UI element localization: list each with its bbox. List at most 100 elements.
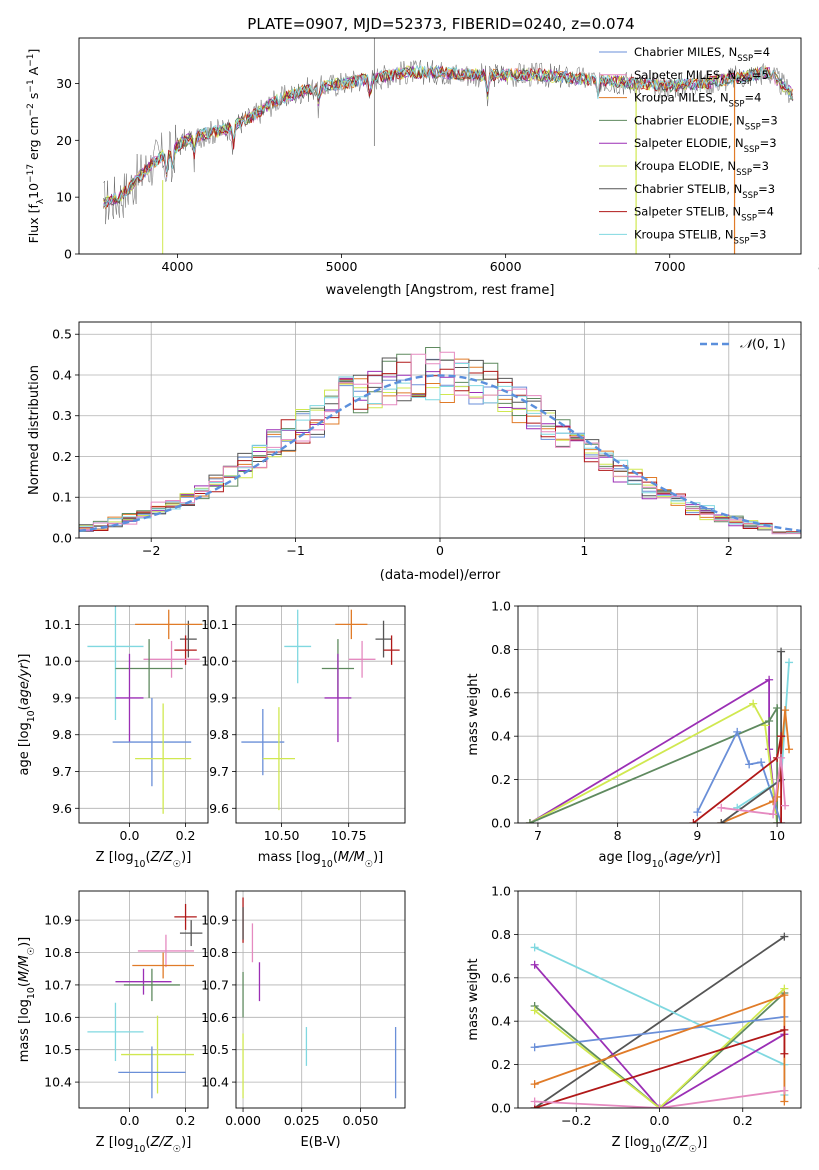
y-tick-label: 9.8 (52, 727, 72, 742)
x-axis-label: age [log10(age/yr)] (598, 850, 720, 870)
y-axis-label: Flux [fλ10−17 erg cm−2 s−1 A−1] (26, 49, 46, 244)
y-tick-label: 20 (56, 133, 72, 148)
x-tick-label: 5000 (326, 259, 358, 274)
mass-weight-point-marker (530, 1097, 539, 1106)
y-tick-label: 10.9 (201, 913, 229, 928)
x-tick-label: −1 (286, 543, 304, 558)
residual-histogram-series (79, 351, 801, 538)
y-tick-label: 10.8 (201, 945, 229, 960)
x-tick-label: 1 (580, 543, 588, 558)
mass-weight-series-line (534, 1089, 785, 1108)
x-axis-label: Z [log10(Z/Z☉)] (612, 1135, 708, 1155)
y-tick-label: 10.8 (44, 945, 72, 960)
mass-weight-series-line (692, 736, 782, 823)
legend-label: Kroupa STELIB, NSSP=3 (634, 227, 766, 246)
mass-weight-point-marker (530, 1006, 539, 1015)
mass-weight-point-marker (781, 801, 790, 810)
y-tick-label: 10.9 (44, 913, 72, 928)
x-tick-label: 0.0 (120, 1113, 140, 1128)
legend-label: Salpeter ELODIE, NSSP=3 (634, 136, 777, 155)
x-tick-label: 2 (725, 543, 733, 558)
y-tick-label: 9.7 (209, 764, 229, 779)
y-tick-label: 10.6 (44, 1010, 72, 1025)
mass-weight-point-marker (780, 1086, 789, 1095)
x-tick-label: 0 (436, 543, 444, 558)
y-axis-label: mass weight (466, 958, 481, 1040)
spectrum-model-line (103, 64, 794, 209)
mass-weight-point-marker (530, 1080, 539, 1089)
mass-vs-reddening-chart: 0.000 0.025 0.050 10.4 10.5 10.6 10.7 10.8 10.9 E… (201, 890, 406, 1150)
axes-frame (78, 605, 209, 824)
plot-area (87, 903, 203, 1099)
mass-weight-point-marker (745, 760, 754, 769)
spectrum-data-line (103, 59, 794, 225)
y-tick-label: 9.6 (209, 801, 229, 816)
y-tick-label: 10.1 (44, 617, 72, 632)
y-tick-label: 10.0 (44, 654, 72, 669)
mass-weight-point-marker (773, 703, 782, 712)
y-tick-label: 0.4 (491, 1014, 511, 1029)
y-tick-label: 9.7 (52, 764, 72, 779)
y-tick-label: 0.4 (52, 367, 72, 382)
y-tick-label: 10.1 (201, 617, 229, 632)
y-tick-label: 0.4 (491, 729, 511, 744)
y-axis-label: mass [log10(M/M☉)] (17, 937, 37, 1063)
y-tick-label: 0.2 (491, 772, 511, 787)
mass-weight-series-line (529, 704, 778, 823)
mass-weight-point-marker (780, 1097, 789, 1106)
y-tick-label: 10 (56, 190, 72, 205)
y-tick-label: 9.6 (52, 801, 72, 816)
mass-vs-metallicity-chart: 0.0 0.2 10.4 10.5 10.6 10.7 10.8 10.9 Z [log10(Z… (17, 890, 209, 1155)
y-tick-label: 0 (64, 247, 72, 262)
x-tick-label: 0.2 (733, 1113, 753, 1128)
x-tick-label: 10.75 (331, 828, 367, 843)
x-tick-label: 8000 (818, 259, 819, 274)
x-tick-label: 6000 (490, 259, 522, 274)
y-tick-label: 1.0 (491, 599, 511, 614)
mass-weight-point-marker (773, 792, 782, 801)
legend-label: Kroupa ELODIE, NSSP=3 (634, 159, 769, 178)
legend-label: Kroupa MILES, NSSP=4 (634, 91, 761, 110)
y-tick-label: 0.8 (491, 642, 511, 657)
mass-weight-series-line (529, 702, 778, 823)
mass-weight-series-line (534, 935, 785, 1108)
x-tick-label: 0.000 (225, 1113, 261, 1128)
x-axis-label: wavelength [Angstrom, rest frame] (326, 283, 555, 298)
y-tick-label: 0.1 (52, 490, 72, 505)
plot-area (87, 606, 203, 814)
spectrum-model-line (103, 65, 794, 203)
mass-weight-point-marker (780, 1025, 789, 1034)
y-tick-label: 10.5 (201, 1042, 229, 1057)
y-tick-label: 30 (56, 76, 72, 91)
y-tick-label: 0.0 (491, 816, 511, 831)
mass-weight-point-marker (780, 1049, 789, 1058)
mass-weight-vs-metallicity-chart: −0.2 0.0 0.2 0.0 0.2 0.4 0.6 0.8 1.0 Z [log10(Z/Z… (466, 884, 802, 1155)
legend-label: Chabrier STELIB, NSSP=3 (634, 182, 775, 201)
y-axis-label: Normed distribution (27, 365, 42, 495)
y-tick-label: 0.6 (491, 970, 511, 985)
x-tick-label: 10 (769, 828, 785, 843)
y-tick-label: 0.2 (491, 1057, 511, 1072)
x-tick-label: 0.025 (284, 1113, 320, 1128)
y-tick-label: 10.6 (201, 1010, 229, 1025)
mass-weight-point-marker (780, 991, 789, 1000)
mass-weight-point-marker (777, 647, 786, 656)
age-vs-metallicity-chart: 0.0 0.2 9.6 9.7 9.8 9.9 10.0 10.1 Z [log10(Z/Z☉)… (17, 605, 209, 870)
x-axis-label: (data-model)/error (380, 568, 501, 583)
spectrum-chart: 4000 5000 6000 7000 8000 0 10 20 30 Chabrier MILE… (26, 37, 819, 298)
y-tick-label: 10.7 (201, 977, 229, 992)
mass-weight-point-marker (530, 960, 539, 969)
mass-weight-point-marker (785, 658, 794, 667)
plot-area (242, 897, 397, 1099)
mass-weight-series-line (534, 992, 786, 1108)
plot-area (103, 38, 794, 254)
figure-title: PLATE=0907, MJD=52373, FIBERID=0240, z=0… (247, 15, 634, 33)
y-tick-label: 0.6 (491, 685, 511, 700)
mass-weight-point-marker (780, 932, 789, 941)
y-tick-label: 10.4 (201, 1075, 229, 1090)
mass-weight-point-marker (733, 727, 742, 736)
x-tick-label: 0.2 (176, 1113, 196, 1128)
y-tick-label: 0.0 (52, 531, 72, 546)
mass-weight-point-marker (693, 808, 702, 817)
